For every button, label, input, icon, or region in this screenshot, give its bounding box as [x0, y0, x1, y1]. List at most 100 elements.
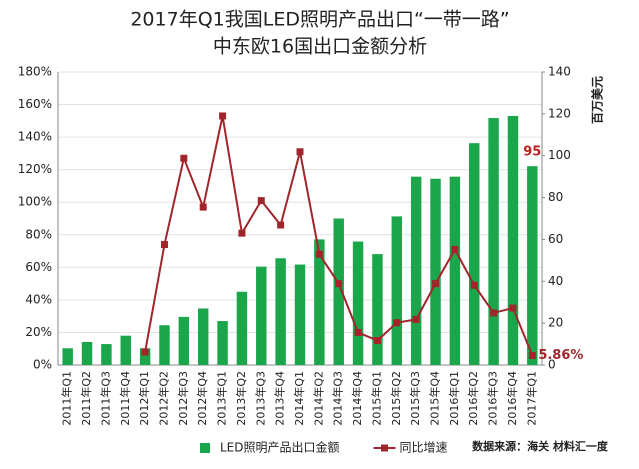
- legend-label: 同比增速: [400, 441, 448, 455]
- y-tick-label: 20%: [25, 325, 52, 339]
- chart-subtitle: 中东欧16国出口金额分析: [213, 36, 427, 58]
- y2-tick-label: 120: [548, 106, 571, 120]
- bar: [139, 348, 151, 365]
- bar: [391, 216, 403, 365]
- y2-tick-label: 0: [548, 358, 556, 372]
- line-marker: [451, 245, 459, 253]
- y-tick-label: 0%: [33, 358, 52, 372]
- bar: [101, 344, 112, 365]
- line-marker: [509, 304, 517, 312]
- y2-tick-label: 100: [548, 148, 571, 162]
- y-tick-label: 180%: [18, 65, 52, 79]
- bar: [372, 254, 383, 365]
- bar: [159, 325, 170, 365]
- x-tick-label: 2014年Q2: [311, 371, 325, 426]
- line-marker: [432, 280, 440, 288]
- data-label: 5.86%: [538, 348, 583, 363]
- y-tick-label: 60%: [25, 260, 52, 274]
- line-marker: [412, 315, 420, 323]
- line-marker: [160, 241, 168, 249]
- bar: [449, 176, 461, 365]
- source-note: 数据来源：海关 材料汇一度: [472, 439, 609, 453]
- y2-tick-label: 80: [548, 190, 563, 204]
- bar: [217, 321, 228, 365]
- x-tick-label: 2015年Q1: [369, 371, 383, 426]
- x-tick-label: 2015年Q3: [408, 371, 422, 426]
- x-tick-label: 2014年Q4: [350, 371, 364, 426]
- bar: [81, 341, 93, 365]
- bar: [488, 118, 499, 366]
- line-marker: [373, 337, 381, 345]
- legend-swatch: [381, 444, 389, 452]
- line-marker: [528, 351, 536, 359]
- x-tick-label: 2015年Q2: [389, 371, 403, 426]
- x-tick-label: 2011年Q3: [98, 371, 112, 426]
- x-tick-label: 2012年Q1: [137, 371, 151, 426]
- bar: [430, 178, 441, 365]
- bar: [275, 258, 286, 365]
- y-tick-label: 140%: [18, 130, 52, 144]
- y-tick-label: 100%: [18, 195, 52, 209]
- line-marker: [354, 328, 362, 336]
- line-marker: [199, 203, 207, 211]
- y2-tick-label: 60: [548, 232, 563, 246]
- line-marker: [393, 319, 401, 327]
- line-marker: [470, 281, 478, 289]
- x-tick-label: 2016年Q3: [486, 371, 500, 426]
- bar: [256, 266, 267, 365]
- y2-tick-label: 40: [548, 274, 563, 288]
- bar: [178, 316, 190, 365]
- bar: [236, 291, 248, 365]
- x-tick-label: 2012年Q2: [156, 371, 170, 426]
- bar: [333, 218, 344, 365]
- line-marker: [257, 197, 265, 205]
- line-marker: [335, 280, 343, 288]
- y2-axis-label: 百万美元: [590, 76, 605, 124]
- x-tick-label: 2011年Q4: [118, 371, 132, 426]
- line-marker: [238, 229, 246, 237]
- bar: [197, 308, 209, 365]
- bar: [294, 264, 306, 365]
- x-tick-label: 2013年Q2: [234, 371, 248, 426]
- y-tick-label: 40%: [25, 292, 52, 306]
- x-tick-label: 2017年Q1: [524, 371, 538, 426]
- x-tick-label: 2012年Q4: [195, 371, 209, 426]
- y-tick-label: 80%: [25, 227, 52, 241]
- bar: [62, 348, 73, 365]
- bar: [314, 239, 325, 365]
- line-marker: [277, 221, 285, 229]
- x-tick-label: 2012年Q3: [176, 371, 190, 426]
- y2-tick-label: 20: [548, 316, 563, 330]
- y-tick-label: 120%: [18, 162, 52, 176]
- bar: [469, 143, 480, 365]
- legend-swatch: [200, 443, 210, 453]
- x-tick-label: 2014年Q3: [331, 371, 345, 426]
- line-marker: [141, 348, 149, 356]
- line-marker: [296, 148, 304, 156]
- bar: [120, 335, 131, 365]
- bar: [410, 176, 422, 365]
- data-label: 95: [523, 145, 541, 160]
- y-tick-label: 160%: [18, 97, 52, 111]
- x-tick-label: 2015年Q4: [428, 371, 442, 426]
- x-tick-label: 2016年Q1: [447, 371, 461, 426]
- y2-tick-label: 140: [548, 65, 571, 79]
- x-tick-label: 2016年Q4: [505, 371, 519, 426]
- line-marker: [219, 112, 227, 120]
- x-tick-label: 2016年Q2: [466, 371, 480, 426]
- bar: [507, 115, 519, 365]
- x-tick-label: 2013年Q4: [273, 371, 287, 426]
- x-tick-label: 2011年Q1: [60, 371, 74, 426]
- line-marker: [180, 154, 188, 162]
- bar: [527, 166, 538, 365]
- x-tick-label: 2013年Q3: [253, 371, 267, 426]
- x-tick-label: 2011年Q2: [79, 371, 93, 426]
- chart-title: 2017年Q1我国LED照明产品出口“一带一路”: [130, 9, 509, 31]
- x-tick-label: 2013年Q1: [215, 371, 229, 426]
- line-marker: [315, 250, 323, 258]
- x-tick-label: 2014年Q1: [292, 371, 306, 426]
- legend-label: LED照明产品出口金额: [220, 440, 340, 455]
- bar: [352, 241, 364, 365]
- line-marker: [490, 309, 498, 317]
